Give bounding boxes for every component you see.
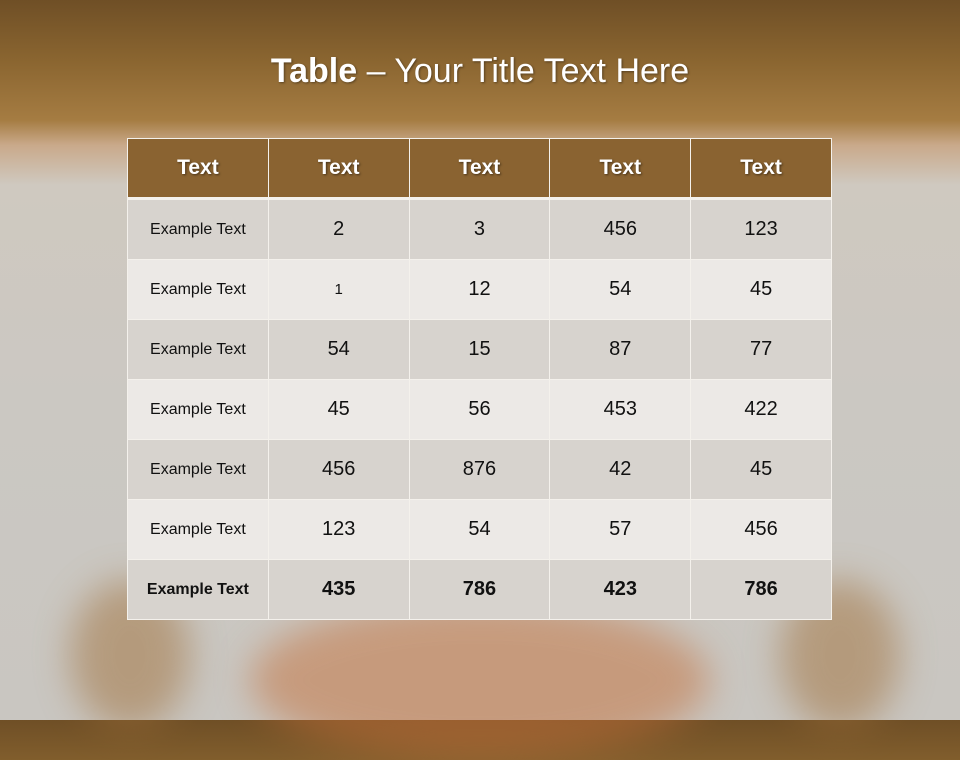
total-row: Example Text 435 786 423 786: [127, 559, 832, 620]
value-cell: 123: [690, 198, 832, 260]
value-cell: 15: [408, 319, 551, 380]
value-cell: 12: [408, 259, 551, 320]
value-cell: 45: [267, 379, 410, 440]
row-label-cell: Example Text: [127, 319, 269, 380]
value-cell: 87: [549, 319, 692, 380]
row-label-cell: Example Text: [127, 259, 269, 320]
table-row: Example Text 456 876 42 45: [127, 439, 832, 500]
table-row: Example Text 54 15 87 77: [127, 319, 832, 380]
value-cell: 42: [549, 439, 692, 500]
value-cell: 422: [690, 379, 832, 440]
slide-title: Table – Your Title Text Here: [0, 52, 960, 91]
header-cell: Text: [127, 138, 269, 200]
value-cell: 45: [690, 439, 832, 500]
value-cell: 123: [267, 499, 410, 560]
value-cell: 3: [408, 198, 551, 260]
header-cell: Text: [408, 138, 551, 200]
table-row: Example Text 1 12 54 45: [127, 259, 832, 320]
title-rest: – Your Title Text Here: [357, 52, 690, 90]
value-cell: 786: [690, 559, 832, 620]
value-cell: 456: [267, 439, 410, 500]
header-cell: Text: [690, 138, 832, 200]
value-cell: 57: [549, 499, 692, 560]
value-cell: 435: [267, 559, 410, 620]
row-label-cell: Example Text: [127, 499, 269, 560]
row-label-cell: Example Text: [127, 439, 269, 500]
value-cell: 456: [690, 499, 832, 560]
value-cell: 876: [408, 439, 551, 500]
value-cell: 54: [549, 259, 692, 320]
row-label-cell: Example Text: [127, 559, 269, 620]
value-cell: 45: [690, 259, 832, 320]
table-row: Example Text 45 56 453 422: [127, 379, 832, 440]
title-bold: Table: [270, 52, 358, 90]
row-label-cell: Example Text: [127, 379, 269, 440]
value-cell: 56: [408, 379, 551, 440]
value-cell: 423: [549, 559, 692, 620]
value-cell: 453: [549, 379, 692, 440]
header-cell: Text: [549, 138, 692, 200]
value-cell: 54: [408, 499, 551, 560]
table-row: Example Text 2 3 456 123: [127, 198, 832, 260]
value-cell: 456: [549, 198, 692, 260]
value-cell: 2: [267, 198, 410, 260]
header-cell: Text: [267, 138, 410, 200]
value-cell: 54: [267, 319, 410, 380]
value-cell: 77: [690, 319, 832, 380]
table-row: Example Text 123 54 57 456: [127, 499, 832, 560]
value-cell: 1: [267, 259, 410, 320]
data-table: Text Text Text Text Text Example Text 2 3 4…: [127, 138, 832, 620]
header-row: Text Text Text Text Text: [127, 138, 832, 200]
value-cell: 786: [408, 559, 551, 620]
row-label-cell: Example Text: [127, 198, 269, 260]
background-flame-decoration: [250, 600, 710, 760]
